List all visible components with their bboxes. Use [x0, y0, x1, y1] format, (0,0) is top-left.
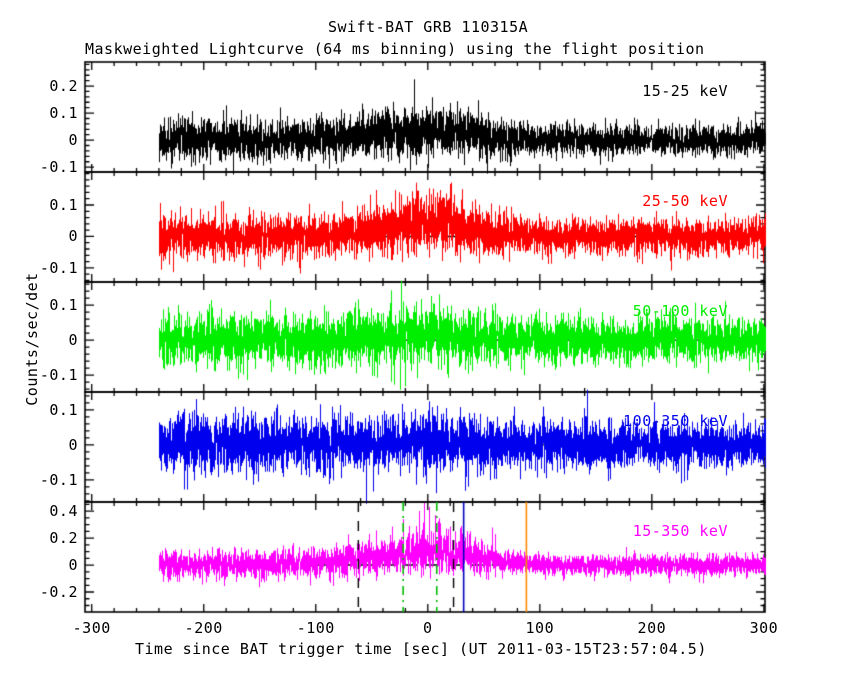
y-tick-label: 0 [68, 227, 78, 246]
band-label-25-50-kev: 25-50 keV [642, 192, 728, 210]
y-tick-label: 0 [68, 331, 78, 350]
y-tick-label: -0.1 [39, 258, 78, 277]
x-tick-label: 0 [423, 619, 433, 637]
band-label-15-25-kev: 15-25 keV [642, 82, 728, 100]
y-tick-label: -0.1 [39, 470, 78, 489]
x-tick-label: -100 [296, 619, 335, 637]
y-tick-label: 0.1 [49, 104, 78, 123]
y-tick-label: 0.2 [49, 77, 78, 96]
y-tick-label: -0.1 [39, 366, 78, 385]
y-tick-label: 0.4 [49, 502, 78, 521]
x-tick-label: 100 [525, 619, 555, 637]
band-label-15-350-kev: 15-350 keV [632, 522, 728, 540]
band-label-50-100-kev: 50-100 keV [632, 302, 728, 320]
y-tick-label: 0.1 [49, 400, 78, 419]
y-tick-label: 0.2 [49, 529, 78, 548]
y-tick-label: -0.2 [39, 583, 78, 602]
x-tick-label: -200 [184, 619, 223, 637]
plot-title: Swift-BAT GRB 110315A [328, 18, 529, 36]
x-tick-label: 200 [637, 619, 667, 637]
y-tick-label: 0 [68, 131, 78, 150]
band-label-100-350-kev: 100-350 keV [623, 412, 728, 430]
y-tick-label: 0.1 [49, 196, 78, 214]
x-axis-label: Time since BAT trigger time [sec] (UT 20… [135, 640, 707, 658]
y-tick-label: 0 [68, 435, 78, 454]
y-tick-label: 0.1 [49, 296, 78, 315]
y-tick-label: 0 [68, 556, 78, 575]
x-tick-label: 300 [749, 619, 779, 637]
y-tick-label: -0.1 [39, 158, 78, 177]
plot-subtitle: Maskweighted Lightcurve (64 ms binning) … [85, 40, 705, 58]
y-axis-label: Counts/sec/det [23, 272, 41, 406]
x-tick-label: -300 [72, 619, 111, 637]
